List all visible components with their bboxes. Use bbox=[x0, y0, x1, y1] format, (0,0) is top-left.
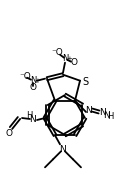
Text: N: N bbox=[86, 105, 92, 114]
Text: O: O bbox=[30, 83, 36, 92]
Text: +: + bbox=[34, 78, 40, 84]
Text: +: + bbox=[66, 56, 72, 62]
Text: H: H bbox=[107, 111, 113, 120]
Text: N: N bbox=[99, 108, 105, 117]
Text: H: H bbox=[26, 111, 32, 119]
Text: O: O bbox=[5, 128, 13, 137]
Text: N: N bbox=[60, 145, 66, 154]
Text: N: N bbox=[30, 76, 36, 85]
Text: S: S bbox=[82, 77, 88, 87]
Text: N: N bbox=[62, 54, 68, 63]
Text: N: N bbox=[30, 114, 36, 123]
Text: N: N bbox=[103, 111, 109, 119]
Text: O: O bbox=[70, 58, 78, 67]
Text: ⁻O: ⁻O bbox=[51, 48, 63, 57]
Text: ⁻O: ⁻O bbox=[19, 72, 31, 81]
